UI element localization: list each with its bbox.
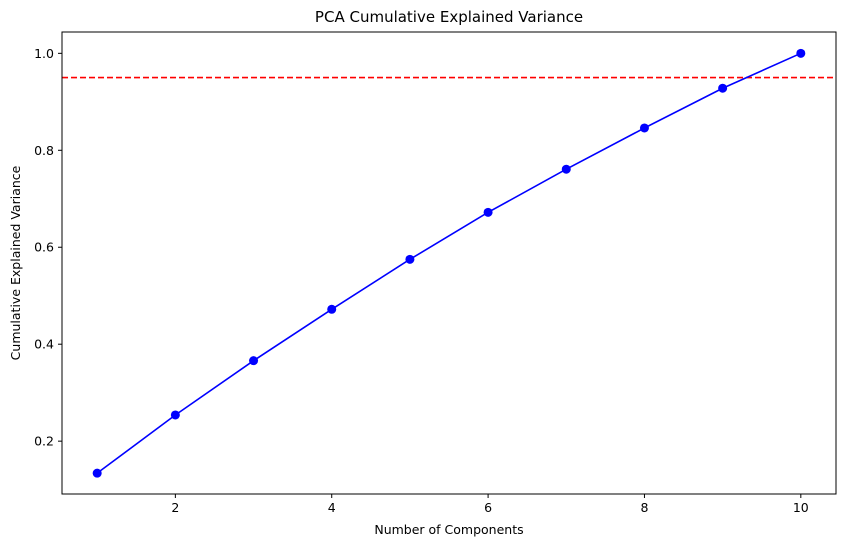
x-axis-ticks: 2 4 6 8 10 [171, 494, 809, 515]
x-tick-label: 6 [484, 500, 492, 515]
data-point [483, 207, 493, 217]
x-tick-label: 8 [640, 500, 648, 515]
data-point [639, 123, 649, 133]
x-axis-label: Number of Components [374, 522, 523, 537]
y-tick-label: 1.0 [34, 46, 54, 61]
x-tick-label: 4 [328, 500, 336, 515]
y-tick-label: 0.2 [34, 434, 54, 449]
data-point [327, 304, 337, 314]
y-axis-label: Cumulative Explained Variance [8, 165, 23, 360]
data-point [170, 410, 180, 420]
plot-area [61, 31, 837, 495]
data-point [92, 468, 102, 478]
x-tick-label: 10 [793, 500, 809, 515]
data-point [561, 164, 571, 174]
y-axis-ticks: 0.2 0.4 0.6 0.8 1.0 [34, 46, 62, 449]
data-point [718, 83, 728, 93]
y-tick-label: 0.6 [34, 240, 54, 255]
y-tick-label: 0.8 [34, 143, 54, 158]
x-tick-label: 2 [171, 500, 179, 515]
data-point [796, 48, 806, 58]
data-point [405, 254, 415, 264]
chart-title: PCA Cumulative Explained Variance [315, 8, 583, 26]
y-tick-label: 0.4 [34, 337, 54, 352]
axes-frame [61, 31, 837, 495]
data-point [249, 356, 259, 366]
series-line [96, 52, 802, 474]
